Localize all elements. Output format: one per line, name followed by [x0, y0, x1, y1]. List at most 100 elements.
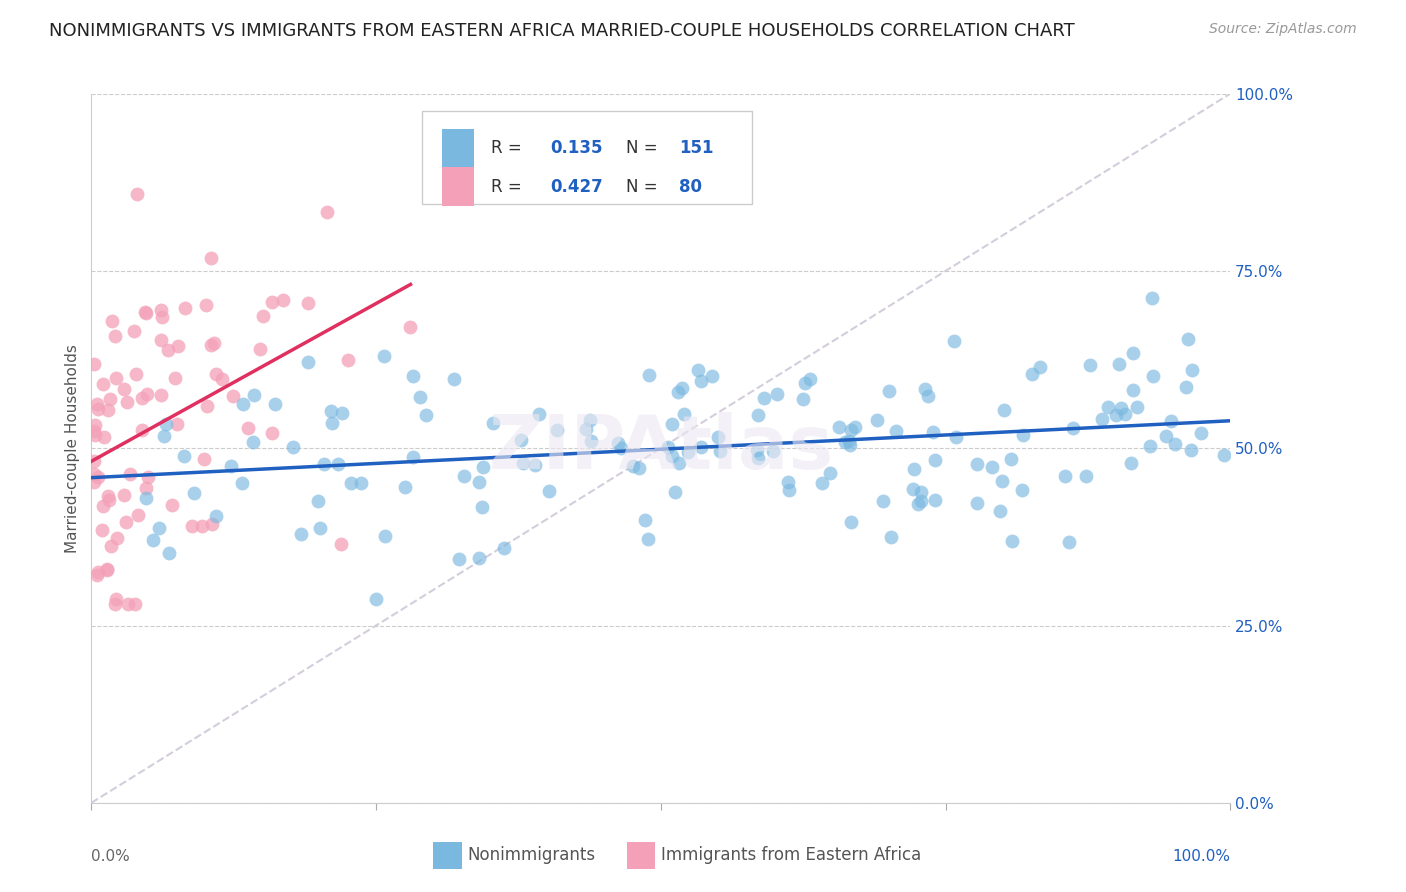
- Point: [702, 368, 724, 383]
- Text: 0.135: 0.135: [550, 139, 603, 157]
- Point: [150, 310, 173, 325]
- Point: [621, 458, 644, 473]
- Point: [204, 335, 226, 350]
- Point: [762, 444, 785, 458]
- Point: [922, 425, 945, 439]
- Point: [945, 430, 967, 444]
- Point: [402, 368, 425, 383]
- Point: [980, 460, 1002, 475]
- Point: [966, 457, 988, 471]
- Point: [297, 355, 319, 369]
- Point: [87, 401, 110, 416]
- Point: [97, 493, 120, 508]
- Point: [105, 371, 128, 385]
- Text: Immigrants from Eastern Africa: Immigrants from Eastern Africa: [661, 847, 921, 864]
- Text: Nonimmigrants: Nonimmigrants: [467, 847, 595, 864]
- Point: [1011, 427, 1033, 442]
- Point: [138, 469, 160, 483]
- Point: [1109, 401, 1132, 416]
- Point: [471, 459, 494, 474]
- Point: [180, 519, 202, 533]
- Point: [91, 376, 114, 391]
- Point: [1021, 367, 1043, 381]
- Point: [148, 521, 170, 535]
- Text: 0.427: 0.427: [550, 178, 603, 196]
- Point: [877, 384, 900, 398]
- Point: [100, 539, 122, 553]
- Point: [494, 541, 516, 555]
- Point: [510, 434, 533, 448]
- Point: [1000, 452, 1022, 467]
- Point: [988, 504, 1011, 518]
- Point: [153, 429, 176, 443]
- Point: [1119, 456, 1142, 470]
- Point: [752, 391, 775, 405]
- Point: [204, 367, 226, 381]
- Point: [200, 338, 222, 352]
- Point: [127, 508, 149, 523]
- Point: [374, 529, 396, 543]
- Point: [838, 434, 860, 449]
- Point: [309, 521, 332, 535]
- Point: [120, 467, 142, 481]
- Point: [290, 527, 312, 541]
- Point: [263, 397, 285, 411]
- Point: [747, 450, 769, 465]
- Point: [104, 328, 127, 343]
- Point: [686, 362, 709, 376]
- Point: [990, 475, 1012, 489]
- Point: [86, 396, 108, 410]
- Point: [527, 407, 550, 421]
- Point: [866, 413, 889, 427]
- Point: [707, 430, 730, 444]
- Point: [104, 597, 127, 611]
- Point: [173, 449, 195, 463]
- Point: [447, 551, 470, 566]
- Point: [914, 382, 936, 396]
- Point: [903, 461, 925, 475]
- Text: Source: ZipAtlas.com: Source: ZipAtlas.com: [1209, 22, 1357, 37]
- Point: [776, 475, 799, 490]
- Point: [312, 458, 335, 472]
- Point: [174, 301, 197, 316]
- Text: ZIPAtlas: ZIPAtlas: [488, 412, 834, 484]
- Point: [135, 491, 157, 506]
- Point: [249, 342, 271, 356]
- Point: [943, 334, 966, 349]
- Point: [402, 450, 425, 464]
- Point: [96, 563, 118, 577]
- Point: [415, 409, 437, 423]
- Point: [579, 434, 602, 449]
- Point: [195, 399, 218, 413]
- Point: [330, 406, 353, 420]
- Point: [872, 494, 894, 508]
- Point: [131, 423, 153, 437]
- Point: [1063, 421, 1085, 435]
- Point: [747, 443, 769, 458]
- Point: [637, 368, 659, 383]
- Point: [83, 424, 105, 438]
- Point: [1011, 483, 1033, 497]
- Point: [747, 408, 769, 422]
- Point: [112, 382, 135, 396]
- Point: [690, 440, 713, 454]
- Point: [1175, 380, 1198, 394]
- Point: [1142, 369, 1164, 384]
- Point: [1053, 468, 1076, 483]
- Text: R =: R =: [491, 139, 527, 157]
- Point: [884, 424, 907, 438]
- Bar: [441, 168, 474, 206]
- Point: [709, 444, 731, 458]
- Point: [329, 537, 352, 551]
- Point: [839, 438, 862, 452]
- Point: [664, 484, 686, 499]
- Point: [910, 485, 932, 500]
- Point: [1139, 439, 1161, 453]
- Point: [195, 298, 218, 312]
- Point: [98, 392, 121, 406]
- Point: [524, 458, 547, 473]
- Point: [1114, 407, 1136, 421]
- Point: [200, 251, 222, 265]
- Point: [135, 481, 157, 495]
- Bar: [627, 842, 655, 869]
